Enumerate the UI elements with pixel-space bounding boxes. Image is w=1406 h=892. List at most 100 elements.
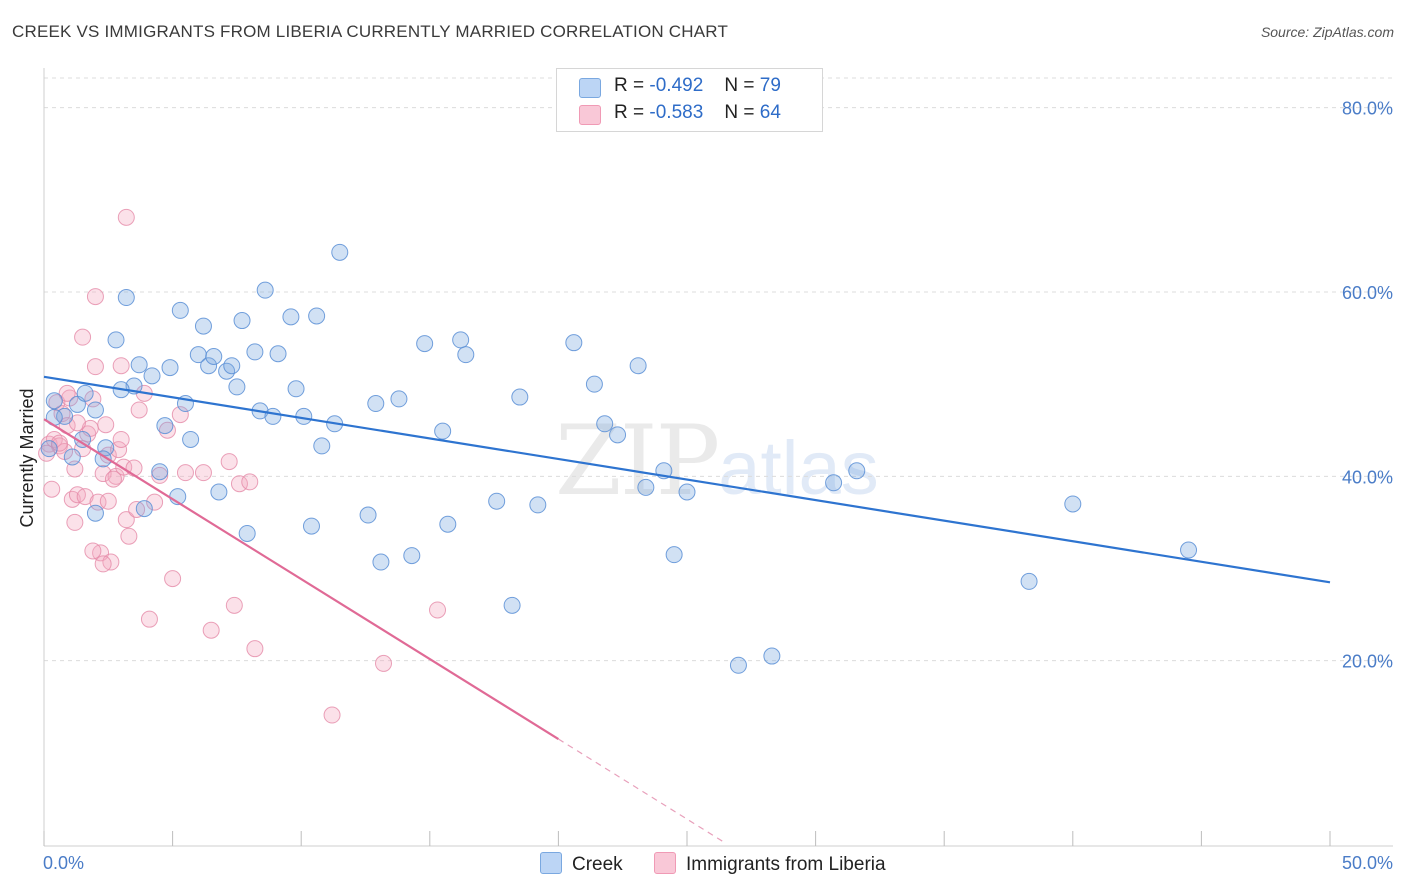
liberia-point	[171, 406, 189, 424]
creek-point	[40, 440, 58, 458]
creek-point	[457, 346, 475, 364]
creek-point	[439, 515, 457, 533]
bottom-legend-liberia[interactable]: Immigrants from Liberia	[654, 852, 886, 876]
legend-r-value-creek: -0.492	[649, 75, 704, 96]
creek-point	[359, 506, 377, 524]
creek-point	[282, 308, 300, 326]
liberia-point	[110, 441, 128, 459]
creek-point	[210, 483, 228, 501]
creek-point	[86, 504, 104, 522]
y-tick-label: 60.0%	[1342, 283, 1393, 303]
creek-point	[763, 647, 781, 665]
legend-r-label: R =	[614, 102, 645, 123]
creek-point	[107, 331, 125, 349]
liberia-point	[84, 542, 102, 560]
legend-r-label: R =	[614, 75, 645, 96]
y-tick-label: 20.0%	[1342, 652, 1393, 672]
liberia-point	[74, 328, 92, 346]
legend-n-label: N =	[724, 102, 755, 123]
creek-point	[269, 345, 287, 363]
creek-point	[629, 357, 647, 375]
axes	[43, 68, 1393, 847]
liberia-point	[58, 384, 76, 402]
creek-series	[40, 243, 1198, 674]
creek-point	[1180, 541, 1198, 559]
creek-point	[151, 463, 169, 481]
liberia-point	[146, 493, 164, 511]
liberia-point	[164, 570, 182, 588]
creek-swatch	[540, 852, 562, 874]
creek-point	[416, 335, 434, 353]
liberia-point	[225, 596, 243, 614]
liberia-trend-extension	[558, 738, 726, 844]
creek-point	[585, 375, 603, 393]
creek-point	[488, 492, 506, 510]
creek-point	[665, 546, 683, 564]
liberia-point	[429, 601, 447, 619]
liberia-point	[66, 513, 84, 531]
liberia-point	[43, 480, 61, 498]
liberia-point	[130, 401, 148, 419]
liberia-point	[125, 459, 143, 477]
creek-point	[97, 439, 115, 457]
liberia-point	[140, 610, 158, 628]
liberia-point	[241, 473, 259, 491]
liberia-point	[375, 654, 393, 672]
creek-point	[256, 281, 274, 299]
legend-r-value-liberia: -0.583	[649, 102, 704, 123]
creek-point	[76, 384, 94, 402]
creek-point	[246, 343, 264, 361]
liberia-point	[63, 490, 81, 508]
creek-point	[403, 547, 421, 565]
creek-point	[331, 243, 349, 261]
source-label: Source: ZipAtlas.com	[1260, 24, 1394, 40]
liberia-point	[50, 434, 68, 452]
chart-title: CREEK VS IMMIGRANTS FROM LIBERIA CURRENT…	[12, 22, 729, 41]
x-ticks	[43, 831, 1331, 846]
x-tick-label-min: 0.0%	[43, 853, 84, 873]
liberia-point	[94, 465, 112, 483]
creek-point	[171, 301, 189, 319]
watermark-zip: ZIP	[555, 405, 720, 517]
creek-point	[205, 348, 223, 366]
creek-point	[200, 357, 218, 375]
legend-n-value-creek: 79	[759, 75, 781, 96]
liberia-point	[158, 421, 176, 439]
creek-point	[637, 478, 655, 496]
liberia-point	[120, 527, 138, 545]
creek-point	[452, 331, 470, 349]
creek-trend-line	[43, 375, 1331, 584]
liberia-series	[38, 208, 447, 724]
creek-point	[156, 417, 174, 435]
y-tick-labels: 20.0% 40.0% 60.0% 80.0%	[1342, 99, 1393, 672]
creek-point	[372, 553, 390, 571]
liberia-point	[38, 444, 56, 462]
liberia-point	[97, 416, 115, 434]
y-tick-label: 40.0%	[1342, 467, 1393, 487]
creek-point	[182, 430, 200, 448]
creek-point	[609, 426, 627, 444]
creek-point	[848, 462, 866, 480]
liberia-point	[220, 453, 238, 471]
creek-point	[63, 448, 81, 466]
creek-point	[529, 496, 547, 514]
creek-point	[596, 415, 614, 433]
liberia-point	[86, 288, 104, 306]
creek-point	[238, 524, 256, 542]
liberia-point	[112, 357, 130, 375]
liberia-point	[230, 475, 248, 493]
creek-point	[565, 334, 583, 352]
liberia-point	[86, 358, 104, 376]
creek-point	[313, 437, 331, 455]
gridlines	[44, 77, 1393, 662]
liberia-point	[104, 470, 122, 488]
bottom-legend-creek[interactable]: Creek	[540, 852, 623, 876]
creek-point	[194, 317, 212, 335]
legend-n-value-liberia: 64	[759, 102, 781, 123]
creek-point	[302, 517, 320, 535]
liberia-point	[94, 555, 112, 573]
liberia-swatch	[654, 852, 676, 874]
creek-point	[45, 392, 63, 410]
creek-point	[434, 422, 452, 440]
